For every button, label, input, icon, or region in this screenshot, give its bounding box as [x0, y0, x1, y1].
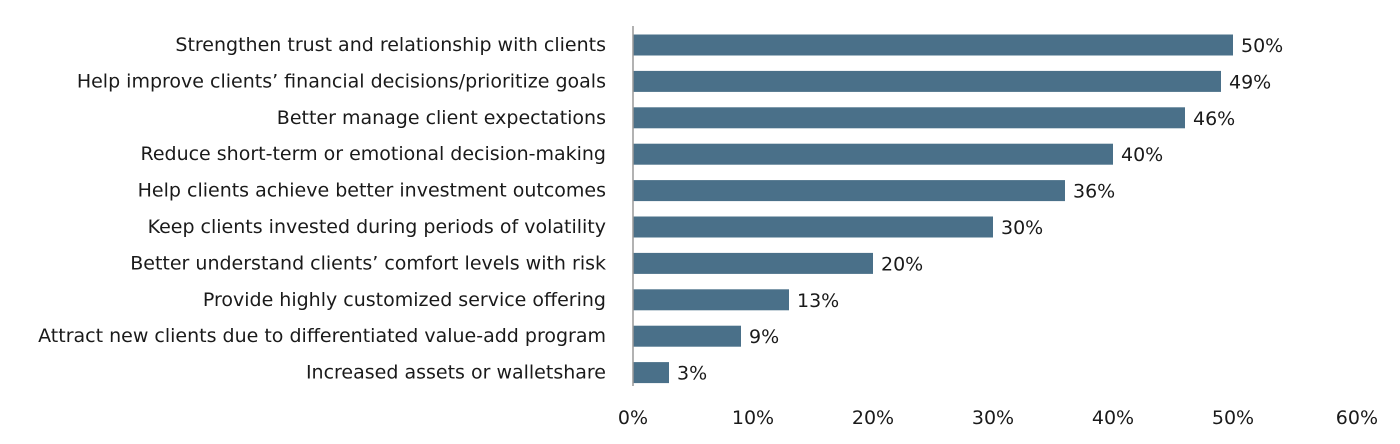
value-label: 9% [749, 326, 779, 348]
value-label: 46% [1193, 108, 1235, 130]
category-labels: Strengthen trust and relationship with c… [38, 34, 606, 384]
bar [633, 252, 873, 274]
bar [633, 362, 669, 384]
value-label: 36% [1073, 181, 1115, 203]
category-label: Attract new clients due to differentiate… [38, 325, 606, 347]
x-tick-label: 20% [852, 407, 894, 429]
value-label: 13% [797, 290, 839, 312]
category-label: Provide highly customized service offeri… [203, 289, 606, 311]
category-label: Reduce short-term or emotional decision-… [140, 143, 606, 165]
bar [633, 143, 1113, 165]
x-tick-label: 30% [972, 407, 1014, 429]
bar [633, 34, 1233, 56]
category-label: Help improve clients’ financial decision… [77, 70, 606, 92]
x-axis-tick-labels: 0% 10% 20% 30% 40% 50% 60% [618, 407, 1378, 429]
value-label: 49% [1229, 71, 1271, 93]
x-tick-label: 0% [618, 407, 648, 429]
category-label: Better manage client expectations [277, 107, 606, 129]
category-label: Help clients achieve better investment o… [138, 180, 606, 202]
value-label: 30% [1001, 217, 1043, 239]
category-label: Strengthen trust and relationship with c… [175, 34, 606, 56]
x-tick-label: 60% [1336, 407, 1378, 429]
value-label: 20% [881, 253, 923, 275]
value-label: 40% [1121, 144, 1163, 166]
bar [633, 289, 789, 311]
bar [633, 180, 1065, 202]
value-label: 50% [1241, 35, 1283, 57]
bar [633, 216, 993, 238]
value-label: 3% [677, 363, 707, 385]
category-label: Increased assets or walletshare [306, 362, 606, 384]
value-labels: 50% 49% 46% 40% 36% 30% 20% 13% 9% 3% [677, 35, 1283, 385]
bars [633, 34, 1233, 384]
bar [633, 325, 741, 347]
category-label: Keep clients invested during periods of … [148, 216, 606, 238]
category-label: Better understand clients’ comfort level… [130, 252, 606, 274]
x-tick-label: 40% [1092, 407, 1134, 429]
bar [633, 107, 1185, 129]
x-tick-label: 50% [1212, 407, 1254, 429]
x-tick-label: 10% [732, 407, 774, 429]
bar [633, 70, 1221, 92]
